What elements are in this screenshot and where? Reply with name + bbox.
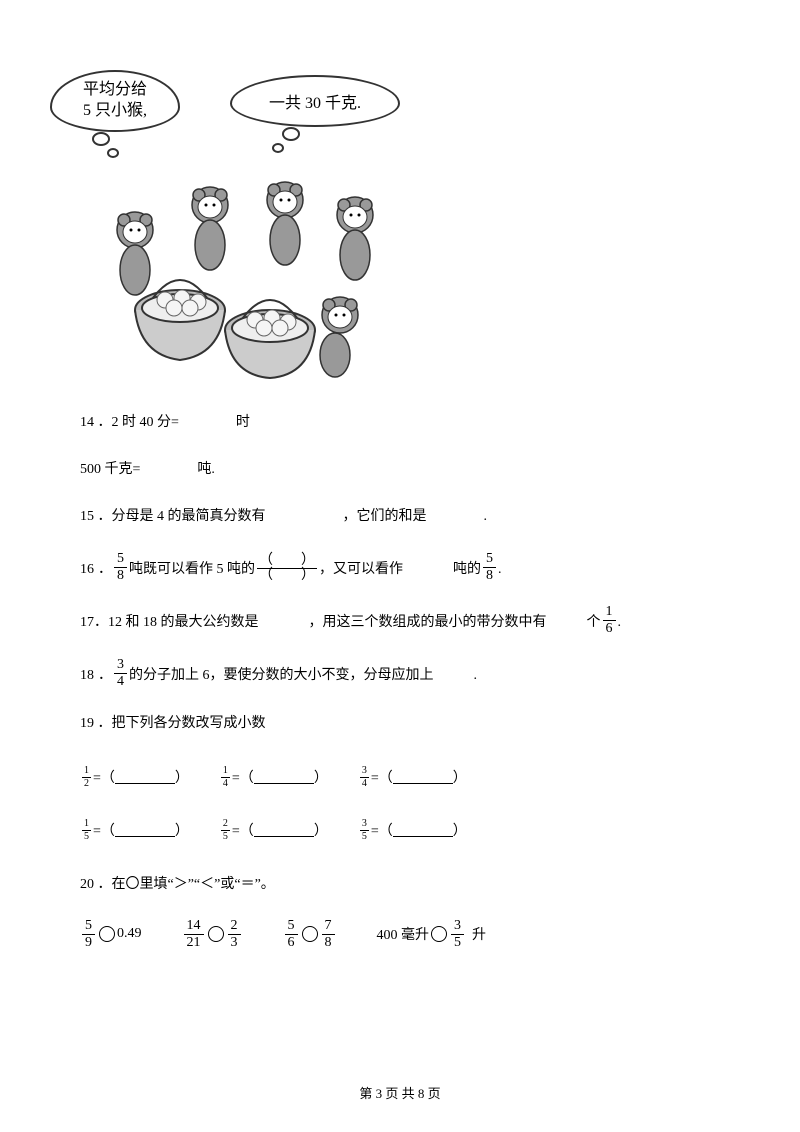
q19-row2: 15 =（） 25 =（） 35 =（）	[80, 819, 720, 842]
q16-frac1: 5 8	[114, 552, 127, 583]
q16-frac2: 5 8	[483, 552, 496, 583]
thought-bubble-right: 一共 30 千克.	[230, 75, 400, 127]
q19-r1-item3: 34 =（）	[358, 766, 467, 789]
question-17: 17 ．12 和 18 的最大公约数是 ，用这三个数组成的最小的带分数中有 个 …	[80, 605, 720, 636]
q20-item2: 1421 23	[182, 919, 243, 950]
q17-frac: 1 6	[603, 605, 616, 636]
q16-paren-frac: （ ） （ ）	[257, 554, 317, 583]
q20-text-a: ．在〇里填“＞”“＜”或“＝”。	[98, 877, 275, 892]
question-19: 19 ．把下列各分数改写成小数	[80, 711, 720, 736]
q14-text-b: 500 千克=	[80, 462, 140, 477]
q17-blank-a	[259, 635, 309, 636]
q14-num: 14	[80, 415, 94, 430]
q15-text-c: .	[484, 509, 488, 524]
q17-text-a: ．12 和 18 的最大公约数是	[94, 610, 259, 635]
q15-blank-a	[269, 519, 339, 520]
q17-text-b: ，用这三个数组成的最小的带分数中有	[309, 610, 547, 635]
bubble-left-line2: 5 只小猴,	[83, 102, 147, 119]
q15-text-a: ．分母是 4 的最简真分数有	[98, 509, 266, 524]
q14-unit-a: 时	[236, 415, 250, 430]
bubble-left-line1: 平均分给	[83, 81, 147, 98]
q18-frac: 3 4	[114, 658, 127, 689]
page-footer: 第 3 页 共 8 页	[0, 1083, 800, 1102]
q15-blank-b	[430, 519, 480, 520]
q19-row1: 12 =（） 14 =（） 34 =（）	[80, 766, 720, 789]
compare-circle	[302, 926, 318, 942]
q14-blank-b	[144, 472, 194, 473]
compare-circle	[208, 926, 224, 942]
q20-item3: 56 78	[283, 919, 337, 950]
q19-r2-item3: 35 =（）	[358, 819, 467, 842]
compare-circle	[99, 926, 115, 942]
q20-num: 20	[80, 877, 94, 892]
q20-item1: 59 0.49	[80, 919, 142, 950]
q19-text-a: ．把下列各分数改写成小数	[98, 716, 266, 731]
q16-blank	[403, 582, 453, 583]
q16-text-b: ，又可以看作	[319, 557, 403, 582]
q16-text-a: 吨既可以看作 5 吨的	[129, 557, 255, 582]
q20-item4: 400 毫升 35 升	[377, 919, 487, 950]
q17-num: 17	[80, 610, 94, 635]
q20-row: 59 0.49 1421 23 56 78 400 毫升 35 升	[80, 919, 720, 950]
q18-blank	[434, 688, 474, 689]
q18-text-a: 的分子加上 6，要使分数的大小不变，分母应加上	[129, 663, 434, 688]
q19-r1-item1: 12 =（）	[80, 766, 189, 789]
q15-text-b: ，它们的和是	[343, 509, 427, 524]
compare-circle	[431, 926, 447, 942]
bubble-right-text: 一共 30 千克.	[269, 95, 361, 112]
question-15: 15 ．分母是 4 的最简真分数有 ，它们的和是 .	[80, 504, 720, 529]
q14-blank-a	[182, 425, 232, 426]
question-18: 18 ． 3 4 的分子加上 6，要使分数的大小不变，分母应加上 .	[80, 658, 720, 689]
question-14b: 500 千克= 吨.	[80, 457, 720, 482]
q15-num: 15	[80, 509, 94, 524]
q16-text-d: .	[498, 557, 502, 582]
question-14: 14 ．2 时 40 分= 时	[80, 410, 720, 435]
question-16: 16 ． 5 8 吨既可以看作 5 吨的 （ ） （ ） ，又可以看作 吨的 5…	[80, 552, 720, 583]
illustration-monkeys: 平均分给 5 只小猴, 一共 30 千克.	[50, 60, 410, 380]
q16-num: 16	[80, 557, 94, 582]
q17-text-c: 个	[587, 610, 601, 635]
q19-r1-item2: 14 =（）	[219, 766, 328, 789]
q19-num: 19	[80, 716, 94, 731]
q14-unit-b: 吨.	[197, 462, 215, 477]
thought-bubble-left: 平均分给 5 只小猴,	[50, 70, 180, 132]
q16-text-c: 吨的	[453, 557, 481, 582]
footer-text: 第 3 页 共 8 页	[359, 1086, 440, 1101]
q19-r2-item2: 25 =（）	[219, 819, 328, 842]
q17-blank-b	[547, 635, 587, 636]
q17-text-d: .	[618, 610, 622, 635]
monkeys-drawing	[100, 160, 400, 380]
q19-r2-item1: 15 =（）	[80, 819, 189, 842]
q18-text-b: .	[474, 663, 478, 688]
q18-num: 18	[80, 663, 94, 688]
question-20: 20 ．在〇里填“＞”“＜”或“＝”。	[80, 872, 720, 897]
q14-text-a: ．2 时 40 分=	[98, 415, 179, 430]
